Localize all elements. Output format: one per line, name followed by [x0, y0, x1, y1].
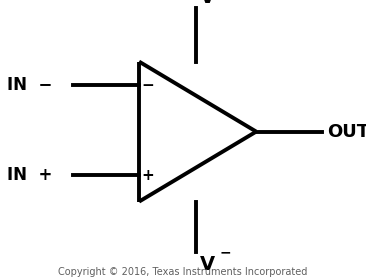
Text: V: V [199, 0, 214, 7]
Text: IN  −: IN − [7, 76, 53, 94]
Text: −: − [142, 78, 154, 93]
Text: −: − [220, 245, 231, 259]
Text: +: + [142, 167, 154, 183]
Text: V: V [199, 255, 214, 274]
Text: OUT: OUT [328, 123, 366, 141]
Text: Copyright © 2016, Texas Instruments Incorporated: Copyright © 2016, Texas Instruments Inco… [58, 267, 308, 277]
Text: +: + [220, 0, 231, 1]
Text: IN  +: IN + [7, 166, 53, 184]
